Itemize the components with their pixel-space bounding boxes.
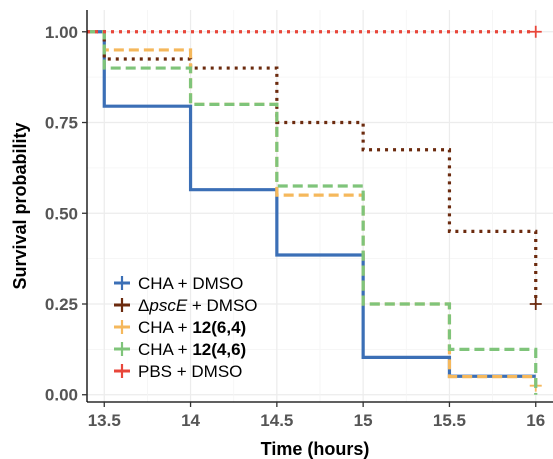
legend-label-2: ΔpscE + DMSO [138,296,258,315]
legend-key [114,320,130,334]
y-tick-label: 1.00 [45,23,78,42]
legend-key [114,298,130,312]
legend-key [114,364,130,378]
legend-label-3: CHA + 12(6,4) [138,318,246,337]
legend-label-part: CHA + [138,340,192,359]
x-tick-label: 14.5 [260,411,293,430]
legend-label-part: Δ [138,296,149,315]
y-axis-title: Survival probability [10,122,30,289]
legend-label-part: PBS + DMSO [138,362,242,381]
x-tick-label: 14 [181,411,200,430]
x-axis-title: Time (hours) [261,439,370,459]
y-tick-label: 0.50 [45,204,78,223]
legend-label-5: PBS + DMSO [138,362,242,381]
legend-key [114,276,130,290]
series-line-2 [87,30,538,304]
y-tick-label: 0.00 [45,386,78,405]
y-tick-label: 0.25 [45,295,78,314]
legend-label-part: + DMSO [187,296,257,315]
axes: 0.00 0.25 0.50 0.75 1.00 13.5 14 14.5 15 15.5 16 [45,10,553,430]
y-tick-label: 0.75 [45,114,78,133]
legend-label-part: 12(6,4) [192,318,246,337]
legend-label-4: CHA + 12(4,6) [138,340,246,359]
legend-label-part: 12(4,6) [192,340,246,359]
legend-label-part: pscE [148,296,187,315]
legend-label-part: CHA + DMSO [138,274,243,293]
censor-mark [529,298,542,310]
x-tick-label: 15 [354,411,373,430]
series-layer [87,25,542,395]
x-tick-label: 16 [526,411,545,430]
legend-label-part: CHA + [138,318,192,337]
legend-key [114,342,130,356]
censor-mark [529,25,542,38]
series-line-4 [87,30,538,395]
legend-label-1: CHA + DMSO [138,274,243,293]
x-tick-label: 13.5 [88,411,121,430]
x-tick-label: 15.5 [433,411,466,430]
